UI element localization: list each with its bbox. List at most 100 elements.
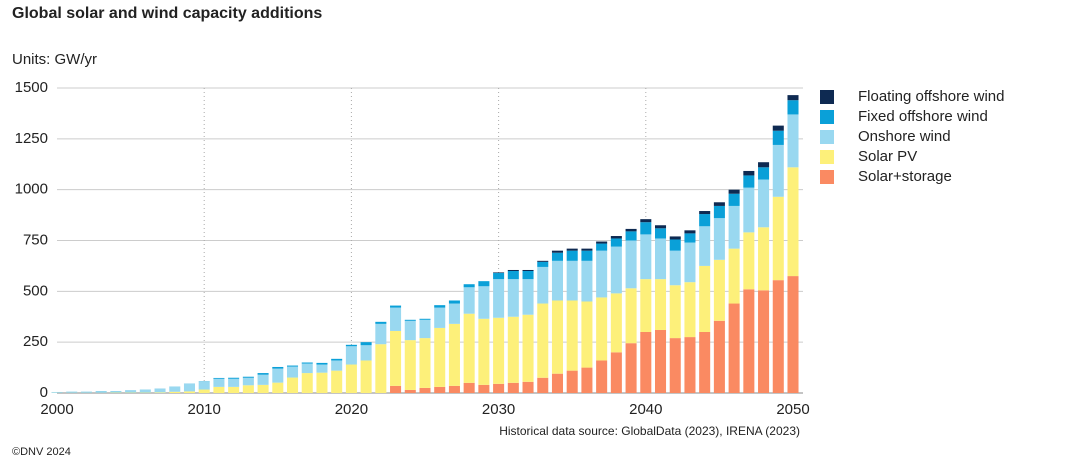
bar-segment [346, 365, 357, 393]
bar-segment [523, 279, 534, 315]
x-tick-label: 2040 [629, 401, 662, 418]
bar-segment [110, 391, 121, 392]
bar-segment [228, 387, 239, 393]
bar-segment [508, 271, 519, 279]
bar-segment [611, 238, 622, 246]
bar-segment [743, 188, 754, 233]
bar-segment [640, 332, 651, 393]
bar-segment [478, 319, 489, 385]
bar-segment [478, 286, 489, 319]
bar-segment [464, 284, 475, 287]
bar-segment [272, 383, 283, 393]
bar-segment [670, 239, 681, 250]
y-tick-label: 1250 [15, 130, 48, 147]
bar-segment [316, 373, 327, 393]
bar-segment [523, 382, 534, 393]
y-tick-label: 250 [23, 333, 48, 350]
bar-segment [758, 162, 769, 167]
legend-label: Fixed offshore wind [858, 108, 988, 125]
bar-segment [537, 261, 548, 262]
bar-segment [243, 378, 254, 386]
bar-segment [626, 231, 637, 240]
bar-segment [567, 251, 578, 261]
y-tick-label: 0 [40, 384, 48, 401]
bar-segment [537, 262, 548, 267]
bar-segment [729, 304, 740, 393]
legend-label: Solar PV [858, 148, 917, 165]
bar-segment [213, 379, 224, 387]
bar-segment [743, 175, 754, 187]
bar-segment [787, 100, 798, 114]
bar-segment [331, 359, 342, 361]
bar-segment [758, 227, 769, 290]
bar-segment [640, 222, 651, 234]
bar-segment [626, 241, 637, 289]
footer: ©DNV 2024 [12, 446, 71, 458]
bar-segment [331, 360, 342, 370]
bar-segment [405, 321, 416, 340]
bar-segment [581, 368, 592, 393]
bar-segment [714, 260, 725, 321]
bar-segment [390, 386, 401, 393]
bar-segment [758, 180, 769, 228]
legend-swatch [820, 130, 834, 144]
bar-segment [493, 272, 504, 273]
bar-segment [199, 382, 210, 390]
bar-segment [596, 251, 607, 298]
bar-segment [567, 371, 578, 393]
bar-segment [478, 281, 489, 286]
bar-segment [655, 279, 666, 330]
bar-segment [523, 270, 534, 271]
bar-segment [699, 214, 710, 226]
bar-segment [316, 363, 327, 365]
bar-segment [464, 287, 475, 313]
bar-segment [537, 304, 548, 378]
bar-segment [684, 282, 695, 337]
bar-segment [449, 304, 460, 324]
bar-segment [758, 167, 769, 179]
bar-segment [787, 276, 798, 393]
bar-segment [302, 363, 313, 364]
bar-segment [155, 389, 166, 392]
bar-segment [272, 369, 283, 383]
bar-segment [390, 306, 401, 308]
bar-segment [729, 206, 740, 249]
bar-segment [714, 321, 725, 393]
bar-segment [567, 261, 578, 301]
bar-segment [346, 346, 357, 364]
bar-segment [684, 233, 695, 242]
x-tick-label: 2000 [40, 401, 73, 418]
bar-segment [508, 270, 519, 271]
bar-segment [626, 229, 637, 231]
bar-segment [523, 271, 534, 279]
x-tick-label: 2010 [188, 401, 221, 418]
bar-segment [287, 366, 298, 367]
bar-segment [243, 385, 254, 393]
bar-segment [493, 273, 504, 279]
bar-segment [243, 377, 254, 378]
bar-segment [640, 279, 651, 332]
bar-segment [640, 234, 651, 279]
bar-segment [302, 373, 313, 393]
bar-segment [655, 225, 666, 228]
legend-swatch [820, 150, 834, 164]
bar-segment [596, 244, 607, 251]
bar-segment [773, 145, 784, 197]
bar-segment [478, 385, 489, 393]
x-tick-label: 2050 [776, 401, 809, 418]
bar-segment [596, 360, 607, 393]
bar-segment [81, 392, 92, 393]
bar-segment [773, 197, 784, 280]
bar-segment [699, 332, 710, 393]
bar-segment [258, 373, 269, 375]
bar-segment [655, 228, 666, 238]
bar-segment [258, 385, 269, 393]
bar-segment [670, 236, 681, 239]
bar-segment [493, 384, 504, 393]
legend-swatch [820, 90, 834, 104]
bar-segment [581, 302, 592, 368]
bar-segment [449, 386, 460, 393]
bar-segment [361, 360, 372, 393]
bar-segment [419, 338, 430, 388]
